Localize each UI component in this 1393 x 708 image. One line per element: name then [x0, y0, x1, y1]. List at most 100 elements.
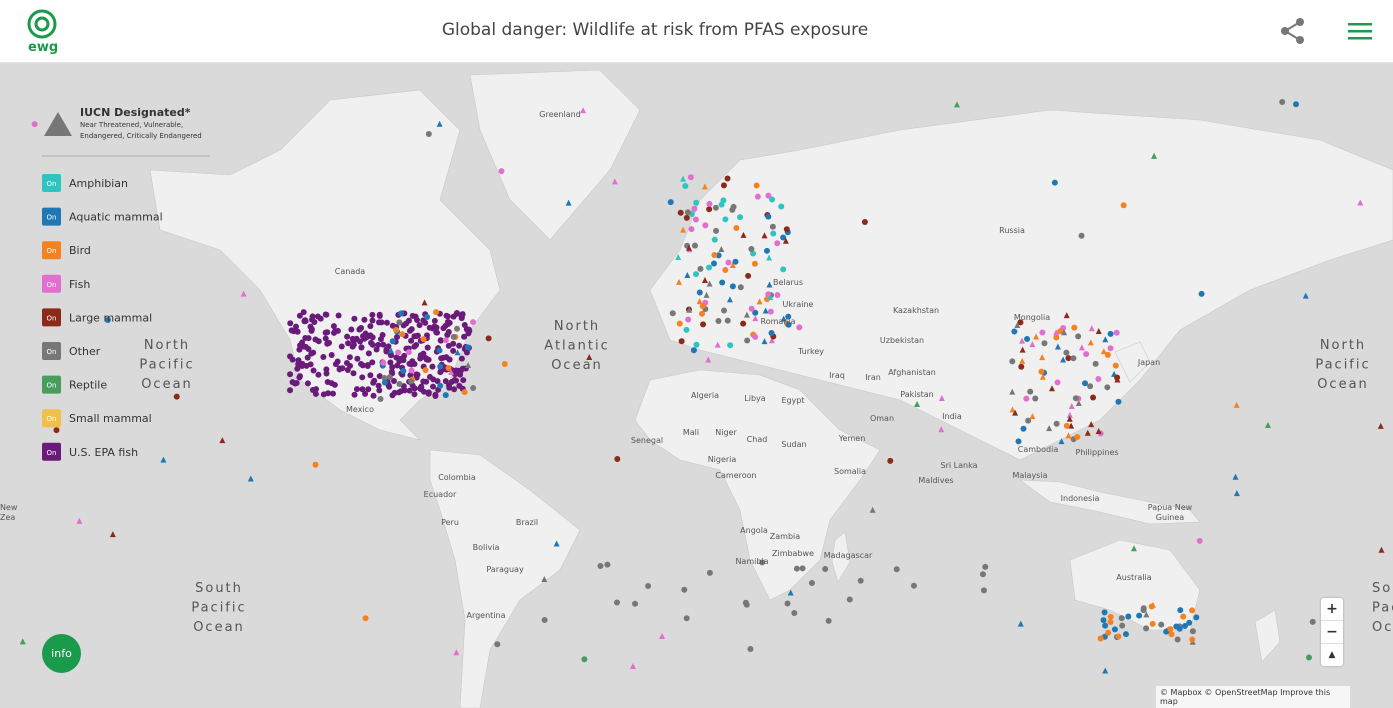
triangle-marker [1130, 545, 1137, 552]
triangle-marker [686, 306, 693, 313]
point-marker [980, 587, 987, 594]
legend-toggle[interactable] [42, 409, 61, 428]
point-marker [430, 376, 437, 383]
triangle-marker [1149, 601, 1156, 608]
point-marker [325, 390, 332, 397]
point-marker [453, 310, 460, 317]
triangle-marker [869, 506, 876, 513]
place-label: Brazil [516, 518, 538, 527]
point-marker [437, 382, 444, 389]
triangle-marker [1068, 403, 1075, 410]
point-marker [722, 216, 729, 223]
place-label: Pakistan [900, 390, 934, 399]
place-label: Afghanistan [888, 368, 936, 377]
point-marker [501, 361, 508, 368]
point-marker [422, 367, 429, 374]
zoom-in[interactable]: + [1321, 598, 1343, 621]
point-marker [394, 362, 401, 369]
triangle-marker [76, 517, 83, 524]
point-marker [315, 338, 322, 345]
point-marker [1078, 232, 1085, 239]
legend-toggle[interactable] [42, 274, 61, 293]
triangle-marker [1029, 413, 1036, 420]
point-marker [1189, 636, 1196, 643]
point-marker [388, 368, 395, 375]
point-marker [783, 226, 790, 233]
point-marker [296, 312, 303, 319]
share-button[interactable] [1278, 16, 1308, 46]
place-label: Malaysia [1013, 471, 1048, 480]
logo-text[interactable]: ewg [28, 40, 59, 55]
place-label: Bolivia [473, 543, 500, 552]
point-marker [375, 341, 382, 348]
legend-toggle[interactable] [42, 241, 61, 260]
legend-toggle[interactable] [42, 442, 61, 461]
place-label: Greenland [539, 110, 581, 119]
point-marker [405, 317, 412, 324]
place-label: Russia [999, 226, 1025, 235]
triangle-marker [565, 199, 572, 206]
point-marker [693, 199, 700, 206]
point-marker [1122, 631, 1129, 638]
point-marker [687, 174, 694, 181]
point-marker [711, 252, 718, 259]
legend-toggle[interactable] [42, 308, 61, 327]
header: ewg Global danger: Wildlife at risk from… [0, 0, 1393, 63]
point-marker [706, 264, 713, 271]
point-marker [454, 325, 461, 332]
point-marker [697, 265, 704, 272]
triangle-marker [1019, 346, 1026, 353]
place-label: Mexico [346, 405, 374, 414]
point-marker [1305, 654, 1312, 661]
triangle-marker [752, 315, 759, 322]
zoom-out[interactable]: − [1321, 621, 1343, 644]
triangle-marker [1066, 415, 1073, 422]
legend-toggle[interactable] [42, 174, 61, 192]
point-marker [305, 345, 312, 352]
point-marker [413, 341, 420, 348]
compass[interactable]: ▲ [1328, 650, 1336, 660]
point-marker [846, 596, 853, 603]
menu-button[interactable] [1348, 21, 1374, 41]
legend-toggle[interactable] [42, 207, 61, 226]
point-marker [375, 319, 382, 326]
legend-label: Aquatic mammal [69, 211, 163, 224]
point-marker [381, 375, 388, 382]
point-marker [433, 324, 440, 331]
point-marker [581, 656, 588, 663]
point-marker [1107, 345, 1114, 352]
point-marker [339, 365, 346, 372]
point-marker [386, 374, 393, 381]
point-marker [323, 311, 330, 318]
point-marker [470, 385, 477, 392]
point-marker [1193, 614, 1200, 621]
point-marker [1177, 607, 1184, 614]
point-marker [683, 615, 690, 622]
point-marker [373, 346, 380, 353]
point-marker [1143, 625, 1150, 632]
triangle-marker [718, 246, 725, 253]
triangle-marker [580, 107, 587, 114]
point-marker [437, 363, 444, 370]
point-marker [597, 562, 604, 569]
place-label: New [0, 503, 18, 512]
point-marker [683, 326, 690, 333]
legend-label: Large mammal [69, 311, 152, 324]
info-button[interactable]: info [42, 634, 81, 673]
triangle-marker [436, 120, 443, 127]
point-marker [711, 236, 718, 243]
point-marker [1189, 607, 1196, 614]
logo-icon[interactable] [26, 8, 66, 48]
legend-toggle[interactable] [42, 375, 61, 394]
place-label: Peru [441, 518, 459, 527]
legend-toggle[interactable] [42, 342, 61, 360]
map[interactable]: Greenland Canada Russia Belarus Ukraine Roman… [0, 62, 1393, 708]
place-label: Romania [761, 317, 796, 326]
point-marker [290, 328, 297, 335]
point-marker [1097, 635, 1104, 642]
attribution[interactable]: © Mapbox © OpenStreetMap Improve this ma… [1156, 686, 1350, 708]
point-marker [369, 359, 376, 366]
observation-points [19, 99, 1385, 674]
point-marker [774, 292, 781, 299]
point-marker [387, 359, 394, 366]
